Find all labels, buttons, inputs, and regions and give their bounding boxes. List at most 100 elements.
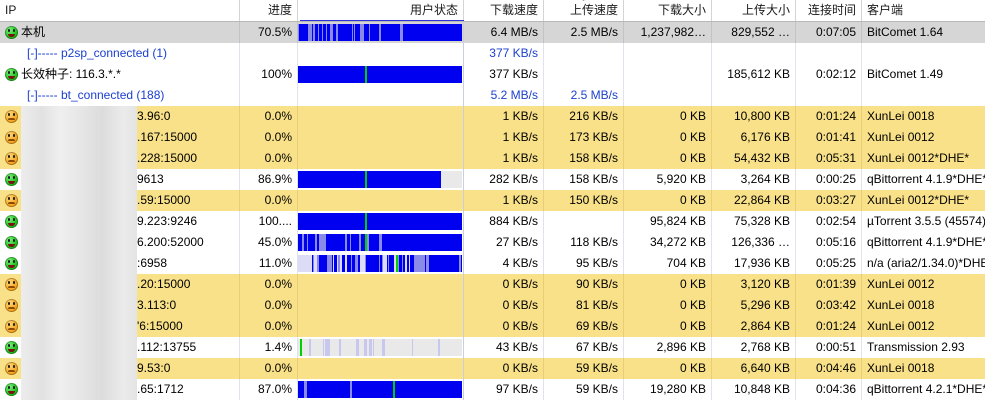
cell-ip[interactable]: 9.53:0	[0, 358, 240, 379]
cell-conn-time: 0:04:36	[796, 379, 862, 400]
peer-progress-bar	[298, 43, 463, 64]
cell-client: qBittorrent 4.1.9*DHE*	[867, 172, 985, 186]
cell-ip[interactable]: :6958	[0, 253, 240, 274]
cell-ip[interactable]: 3.96:0	[0, 106, 240, 127]
cell-ul-speed: 158 KB/s	[544, 169, 624, 190]
table-row[interactable]: 本机 70.5% 6.4 MB/s 2.5 MB/s 1,237,982… 829,552…	[0, 22, 985, 43]
cell-ip[interactable]: .112:13755	[0, 337, 240, 358]
cell-ip[interactable]: .59:15000	[0, 190, 240, 211]
smiley-sad-icon	[5, 320, 18, 333]
cell-ul-size: 829,552 …	[712, 22, 796, 43]
cell-progress: 45.0%	[240, 232, 298, 253]
table-row[interactable]: .20:15000 0.0% 0 KB/s 90 KB/s 0 KB 3,120 KB 0:…	[0, 274, 985, 295]
table-row[interactable]: [-]----- p2sp_connected (1) 377 KB/s	[0, 43, 985, 64]
cell-client: XunLei 0012*DHE*	[867, 193, 970, 207]
cell-ip[interactable]: 6.200:52000	[0, 232, 240, 253]
ip-address-text: 3.96:0	[137, 109, 171, 123]
redacted-ip-block	[21, 274, 137, 295]
table-row[interactable]: 3.113:0 0.0% 0 KB/s 81 KB/s 0 KB 5,296 KB 0:03…	[0, 295, 985, 316]
cell-dl-speed: 43 KB/s	[464, 337, 544, 358]
column-header-conn_time[interactable]: 连接时间	[796, 0, 862, 21]
table-row[interactable]: 6.200:52000 45.0% 27 KB/s 118 KB/s 34,272 KB…	[0, 232, 985, 253]
redacted-ip-block	[21, 295, 137, 316]
table-row[interactable]: .112:13755 1.4% 43 KB/s 67 KB/s 2,896 KB 2,76…	[0, 337, 985, 358]
chevron-down-icon: ⌄	[579, 0, 589, 1]
column-header-dl_size[interactable]: 下载大小	[624, 0, 712, 21]
column-header-ul_size[interactable]: 上传大小	[712, 0, 796, 21]
column-header-dl_speed[interactable]: 下载速度	[464, 0, 544, 21]
column-header-ul_speed[interactable]: 上传速度⌄	[544, 0, 624, 21]
cell-ul-size: 2,864 KB	[712, 316, 796, 337]
cell-ul-speed: 90 KB/s	[544, 274, 624, 295]
cell-ip[interactable]: .20:15000	[0, 274, 240, 295]
column-header-peer_status[interactable]: 用户状态	[298, 0, 464, 21]
cell-client: XunLei 0012*DHE*	[867, 151, 970, 165]
cell-dl-speed: 0 KB/s	[464, 316, 544, 337]
table-row[interactable]: '6:15000 0.0% 0 KB/s 69 KB/s 0 KB 2,864 KB 0:0…	[0, 316, 985, 337]
cell-progress: 1.4%	[240, 337, 298, 358]
cell-dl-size: 2,896 KB	[624, 337, 712, 358]
peer-progress-bar	[298, 274, 463, 295]
cell-ip[interactable]: .167:15000	[0, 127, 240, 148]
cell-client: Transmission 2.93	[867, 340, 965, 354]
table-row[interactable]: :6958 11.0% 4 KB/s 95 KB/s 704 KB 17,936 KB 0:…	[0, 253, 985, 274]
column-header-ip[interactable]: IP	[0, 0, 240, 21]
cell-peer-status	[298, 211, 464, 232]
table-row[interactable]: 9.53:0 0.0% 0 KB/s 59 KB/s 0 KB 6,640 KB 0:04:…	[0, 358, 985, 379]
cell-dl-size: 0 KB	[624, 106, 712, 127]
cell-peer-status	[298, 337, 464, 358]
cell-client: XunLei 0012	[867, 130, 935, 144]
ip-address-text: 9613	[137, 172, 164, 186]
tree-group-label[interactable]: [-]----- p2sp_connected (1)	[27, 46, 168, 60]
smiley-sad-icon	[5, 194, 18, 207]
cell-ip[interactable]: .228:15000	[0, 148, 240, 169]
cell-ul-size: 185,612 KB	[712, 64, 796, 85]
ip-address-text: 9.53:0	[137, 361, 171, 375]
cell-dl-size: 0 KB	[624, 148, 712, 169]
cell-ip[interactable]: [-]----- p2sp_connected (1)	[0, 43, 240, 64]
cell-ip[interactable]: 9613	[0, 169, 240, 190]
table-row[interactable]: .228:15000 0.0% 1 KB/s 158 KB/s 0 KB 54,432 K…	[0, 148, 985, 169]
table-row[interactable]: 3.96:0 0.0% 1 KB/s 216 KB/s 0 KB 10,800 KB 0:0…	[0, 106, 985, 127]
table-row[interactable]: [-]----- bt_connected (188) 5.2 MB/s 2.5 M…	[0, 85, 985, 106]
cell-conn-time: 0:03:42	[796, 295, 862, 316]
cell-ip[interactable]: 长效种子: 116.3.*.*	[0, 64, 240, 85]
smiley-happy-icon	[5, 173, 18, 186]
redacted-ip-block	[21, 127, 137, 148]
cell-ip[interactable]: [-]----- bt_connected (188)	[0, 85, 240, 106]
cell-progress: 0.0%	[240, 106, 298, 127]
table-row[interactable]: .65:1712 87.0% 97 KB/s 59 KB/s 19,280 KB 10,8…	[0, 379, 985, 400]
cell-ip[interactable]: 9.223:9246	[0, 211, 240, 232]
tree-group-label[interactable]: [-]----- bt_connected (188)	[27, 88, 165, 102]
redacted-ip-block	[21, 232, 137, 253]
ip-address-text: 9.223:9246	[137, 214, 198, 228]
cell-ip[interactable]: '6:15000	[0, 316, 240, 337]
cell-progress: 87.0%	[240, 379, 298, 400]
cell-ul-speed: 118 KB/s	[544, 232, 624, 253]
ip-address-text: 本机	[21, 25, 46, 39]
cell-ul-size: 6,176 KB	[712, 127, 796, 148]
cell-dl-size: 34,272 KB	[624, 232, 712, 253]
table-row[interactable]: 长效种子: 116.3.*.* 100% 377 KB/s 185,612 KB 0:0…	[0, 64, 985, 85]
cell-ip[interactable]: 本机	[0, 22, 240, 43]
ip-address-text: 长效种子: 116.3.*.*	[21, 67, 121, 81]
table-row[interactable]: .167:15000 0.0% 1 KB/s 173 KB/s 0 KB 6,176 KB…	[0, 127, 985, 148]
peer-progress-bar	[298, 337, 463, 358]
table-row[interactable]: 9613 86.9% 282 KB/s 158 KB/s 5,920 KB 3,264 K…	[0, 169, 985, 190]
cell-ip[interactable]: .65:1712	[0, 379, 240, 400]
cell-ul-size: 3,120 KB	[712, 274, 796, 295]
table-row[interactable]: 9.223:9246 100.... 884 KB/s 95,824 KB 75,328…	[0, 211, 985, 232]
redacted-ip-block	[21, 253, 137, 274]
cell-dl-size	[624, 64, 712, 85]
table-row[interactable]: .59:15000 0.0% 1 KB/s 150 KB/s 0 KB 22,864 KB…	[0, 190, 985, 211]
cell-ip[interactable]: 3.113:0	[0, 295, 240, 316]
peer-progress-bar	[298, 379, 463, 400]
column-header-client[interactable]: 客户端	[867, 3, 904, 17]
cell-progress: 0.0%	[240, 295, 298, 316]
cell-dl-size: 0 KB	[624, 274, 712, 295]
column-header-progress[interactable]: 进度	[240, 0, 298, 21]
ip-address-text: .228:15000	[137, 151, 198, 165]
cell-conn-time: 0:07:05	[796, 22, 862, 43]
cell-ul-size	[712, 43, 796, 64]
